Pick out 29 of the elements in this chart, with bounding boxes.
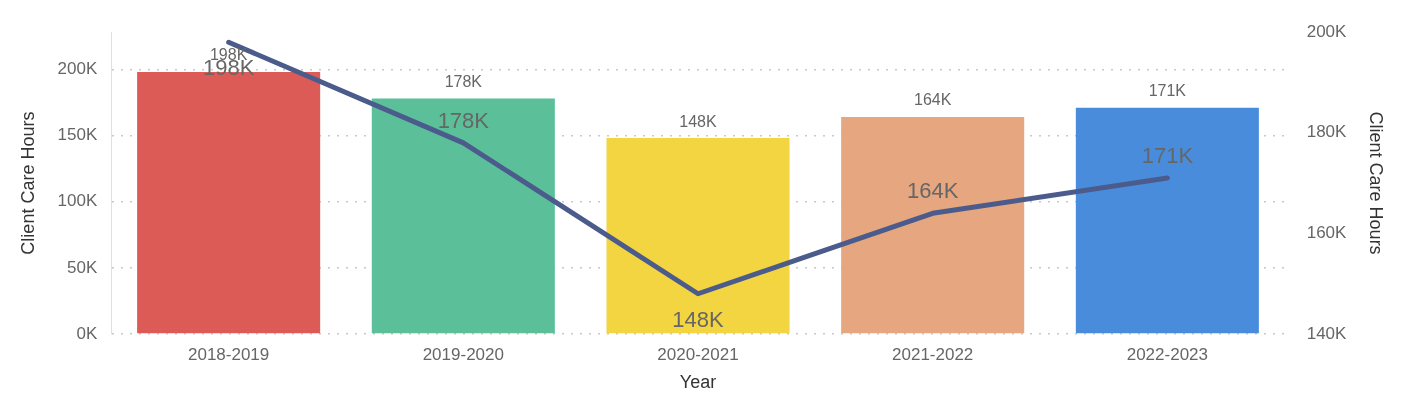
data-label: 178K bbox=[437, 107, 490, 133]
y-tick-label: 0K bbox=[76, 323, 98, 343]
data-label: 164K bbox=[906, 178, 959, 204]
x-tick-label: 2020-2021 bbox=[657, 344, 739, 364]
bar bbox=[1075, 107, 1259, 334]
y-tick-label: 50K bbox=[67, 257, 98, 277]
y2-tick-label: 140K bbox=[1306, 323, 1348, 343]
y-axis-title: Client Care Hours bbox=[17, 111, 38, 255]
y2-tick-label: 200K bbox=[1306, 21, 1348, 41]
data-label: 178K bbox=[444, 72, 483, 90]
bar bbox=[841, 116, 1025, 334]
bar bbox=[606, 138, 790, 334]
data-label: 148K bbox=[672, 306, 725, 332]
y2-axis-title: Client Care Hours bbox=[1366, 111, 1387, 255]
data-label: 171K bbox=[1148, 82, 1187, 100]
data-label: 148K bbox=[679, 112, 718, 130]
data-label: 171K bbox=[1141, 143, 1194, 169]
y-tick-label: 200K bbox=[57, 58, 98, 78]
y2-tick-label: 180K bbox=[1306, 122, 1348, 142]
y-tick-label: 100K bbox=[57, 191, 98, 211]
data-label: 164K bbox=[913, 91, 952, 109]
x-axis-title: Year bbox=[679, 372, 717, 393]
y2-tick-label: 160K bbox=[1306, 223, 1348, 243]
y-tick-label: 150K bbox=[57, 125, 98, 145]
x-tick-label: 2019-2020 bbox=[422, 344, 504, 364]
x-tick-label: 2018-2019 bbox=[187, 344, 270, 364]
x-tick-label: 2021-2022 bbox=[892, 344, 974, 364]
x-tick-label: 2022-2023 bbox=[1126, 344, 1209, 364]
bar bbox=[371, 98, 555, 334]
